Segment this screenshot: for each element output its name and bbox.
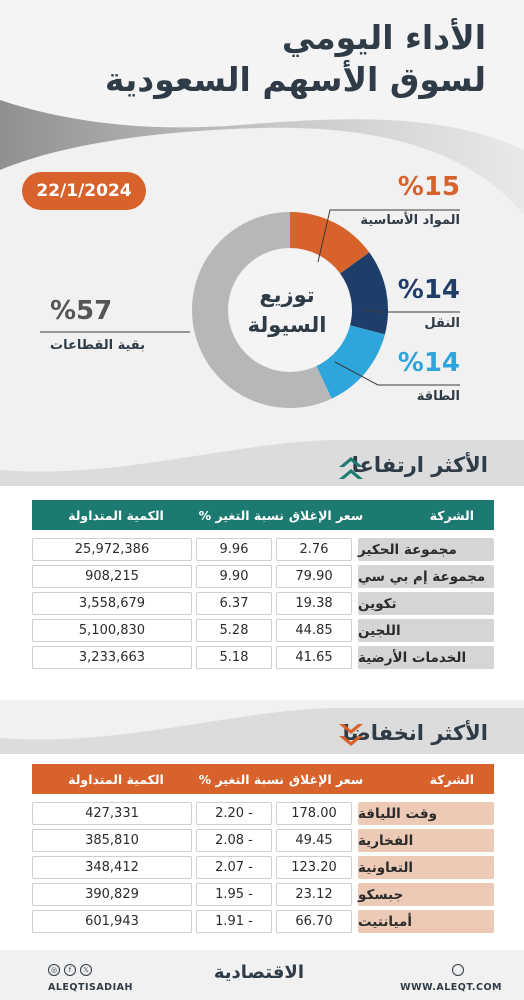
company-name: وقت اللياقة xyxy=(358,802,494,825)
company-name: مجموعة إم بي سي xyxy=(358,565,494,588)
footer-handle[interactable]: ALEQTISADIAH xyxy=(48,982,133,993)
traded-volume: 3,233,663 xyxy=(32,646,192,669)
segment-others-pct: %57 xyxy=(50,296,113,326)
losers-title: الأكثر انخفاضا xyxy=(342,721,488,745)
company-name: اللجين xyxy=(358,619,494,642)
change-pct: 9.90 xyxy=(196,565,272,588)
double-chevron-down-icon xyxy=(339,724,363,746)
header: الأداء اليومي لسوق الأسهم السعودية xyxy=(0,0,524,230)
losers-header-band xyxy=(0,708,524,754)
table-row: التعاونية 123.20 2.07 -348,412 xyxy=(32,856,494,879)
col-company: الشركة xyxy=(429,771,474,787)
col-close: سعر الإغلاق xyxy=(288,507,364,523)
segment-energy-pct: %14 xyxy=(397,348,460,378)
donut-hole xyxy=(229,249,351,371)
donut-slice-others xyxy=(192,212,332,408)
gainers-header-band xyxy=(0,440,524,486)
traded-volume: 601,943 xyxy=(32,910,192,933)
traded-volume: 385,810 xyxy=(32,829,192,852)
col-change: نسبة التغير % xyxy=(198,771,284,787)
page-title-line1: الأداء اليومي xyxy=(281,18,486,57)
traded-volume: 348,412 xyxy=(32,856,192,879)
instagram-icon[interactable]: ◎ xyxy=(48,964,60,976)
change-pct: 5.18 xyxy=(196,646,272,669)
change-pct: 1.91 - xyxy=(196,910,272,933)
date-badge: 22/1/2024 xyxy=(22,172,146,210)
close-price: 19.38 xyxy=(276,592,352,615)
change-pct: 2.07 - xyxy=(196,856,272,879)
footer-url[interactable]: WWW.ALEQT.COM xyxy=(400,982,502,993)
donut-center-line1: توزيع xyxy=(259,283,315,307)
header-background xyxy=(0,0,524,230)
traded-volume: 390,829 xyxy=(32,883,192,906)
close-price: 49.45 xyxy=(276,829,352,852)
close-price: 123.20 xyxy=(276,856,352,879)
company-name: تكوين xyxy=(358,592,494,615)
footer-logo: الاقتصادية xyxy=(213,962,304,983)
table-row: اللجين 44.85 5.28 5,100,830 xyxy=(32,619,494,642)
donut-center-line2: السيولة xyxy=(247,313,327,337)
change-pct: 9.96 xyxy=(196,538,272,561)
company-name: التعاونية xyxy=(358,856,494,879)
col-company: الشركة xyxy=(429,507,474,523)
facebook-icon[interactable]: f xyxy=(64,964,76,976)
segment-transport-label: النقل xyxy=(424,316,460,331)
segment-energy-label: الطاقة xyxy=(416,389,460,404)
change-pct: 6.37 xyxy=(196,592,272,615)
col-volume: الكمية المتداولة xyxy=(68,507,164,523)
table-row: جبسكو 23.12 1.95 -390,829 xyxy=(32,883,494,906)
table-row: الخدمات الأرضية 41.65 5.18 3,233,663 xyxy=(32,646,494,669)
close-price: 2.76 xyxy=(276,538,352,561)
close-price: 79.90 xyxy=(276,565,352,588)
col-close: سعر الإغلاق xyxy=(288,771,364,787)
traded-volume: 25,972,386 xyxy=(32,538,192,561)
change-pct: 2.08 - xyxy=(196,829,272,852)
table-row: مجموعة إم بي سي 79.90 9.90 908,215 xyxy=(32,565,494,588)
double-chevron-up-icon xyxy=(339,457,363,479)
close-price: 66.70 xyxy=(276,910,352,933)
company-name: جبسكو xyxy=(358,883,494,906)
segment-materials-pct: %15 xyxy=(397,172,460,202)
table-row: أميانتيت 66.70 1.91 -601,943 xyxy=(32,910,494,933)
company-name: أميانتيت xyxy=(358,910,494,933)
close-price: 44.85 xyxy=(276,619,352,642)
table-row: مجموعة الحكير 2.76 9.96 25,972,386 xyxy=(32,538,494,561)
col-change: نسبة التغير % xyxy=(198,507,284,523)
company-name: الفخارية xyxy=(358,829,494,852)
traded-volume: 3,558,679 xyxy=(32,592,192,615)
table-row: وقت اللياقة 178.00 2.20 -427,331 xyxy=(32,802,494,825)
donut-center-label: توزيع السيولة xyxy=(237,280,337,340)
footer xyxy=(0,955,524,1000)
close-price: 41.65 xyxy=(276,646,352,669)
table-row: تكوين 19.38 6.37 3,558,679 xyxy=(32,592,494,615)
company-name: الخدمات الأرضية xyxy=(358,646,494,669)
change-pct: 5.28 xyxy=(196,619,272,642)
x-twitter-icon[interactable]: 𝕏 xyxy=(80,964,92,976)
gainers-table-header: الشركة سعر الإغلاق نسبة التغير % الكمية … xyxy=(32,500,494,530)
segment-others-label: بقية القطاعات xyxy=(50,338,146,353)
losers-table-header: الشركة سعر الإغلاق نسبة التغير % الكمية … xyxy=(32,764,494,794)
col-volume: الكمية المتداولة xyxy=(68,771,164,787)
change-pct: 2.20 - xyxy=(196,802,272,825)
page-title-line2: لسوق الأسهم السعودية xyxy=(104,60,486,99)
close-price: 178.00 xyxy=(276,802,352,825)
traded-volume: 5,100,830 xyxy=(32,619,192,642)
close-price: 23.12 xyxy=(276,883,352,906)
gainers-title: الأكثر ارتفاعا xyxy=(351,453,488,477)
table-row: الفخارية 49.45 2.08 -385,810 xyxy=(32,829,494,852)
traded-volume: 427,331 xyxy=(32,802,192,825)
segment-materials-label: المواد الأساسية xyxy=(360,213,460,228)
globe-icon xyxy=(452,964,464,976)
donut-slice-transport xyxy=(340,252,388,335)
traded-volume: 908,215 xyxy=(32,565,192,588)
segment-transport-pct: %14 xyxy=(397,275,460,305)
company-name: مجموعة الحكير xyxy=(358,538,494,561)
change-pct: 1.95 - xyxy=(196,883,272,906)
